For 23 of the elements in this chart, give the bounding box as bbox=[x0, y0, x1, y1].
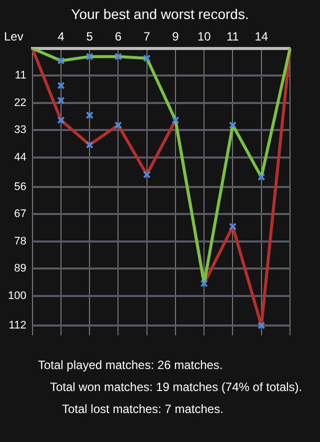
text: Total lost matches: 7 matches. bbox=[61, 401, 224, 418]
x-tick-label: 6 bbox=[114, 30, 122, 44]
y-axis-title: Lev bbox=[4, 30, 24, 44]
y-tick-label: 100 bbox=[8, 290, 26, 302]
x-tick-label: 14 bbox=[254, 30, 268, 44]
x-tick-label: 11 bbox=[226, 30, 240, 44]
x-tick-label: 4 bbox=[58, 30, 65, 44]
y-tick-label: 67 bbox=[14, 208, 26, 220]
y-tick-label: 89 bbox=[14, 262, 26, 275]
chart-title: Your best and worst records. bbox=[70, 5, 250, 24]
y-tick-label: 44 bbox=[14, 151, 26, 164]
y-tick-label: 22 bbox=[14, 96, 26, 109]
y-tick-label: 33 bbox=[14, 124, 26, 136]
x-tick-label: 10 bbox=[197, 30, 212, 44]
text: Total played matches: 26 matches. bbox=[37, 357, 224, 374]
y-tick-label: 112 bbox=[8, 320, 26, 332]
y-tick-label: 11 bbox=[14, 70, 26, 82]
x-tick-label: 5 bbox=[86, 30, 94, 44]
text: Total won matches: 19 matches (74% of totals). bbox=[49, 379, 304, 396]
y-tick-label: 78 bbox=[14, 235, 26, 248]
x-tick-label: 9 bbox=[172, 30, 180, 44]
y-tick-label: 56 bbox=[14, 180, 26, 193]
x-tick-label: 7 bbox=[144, 30, 151, 44]
